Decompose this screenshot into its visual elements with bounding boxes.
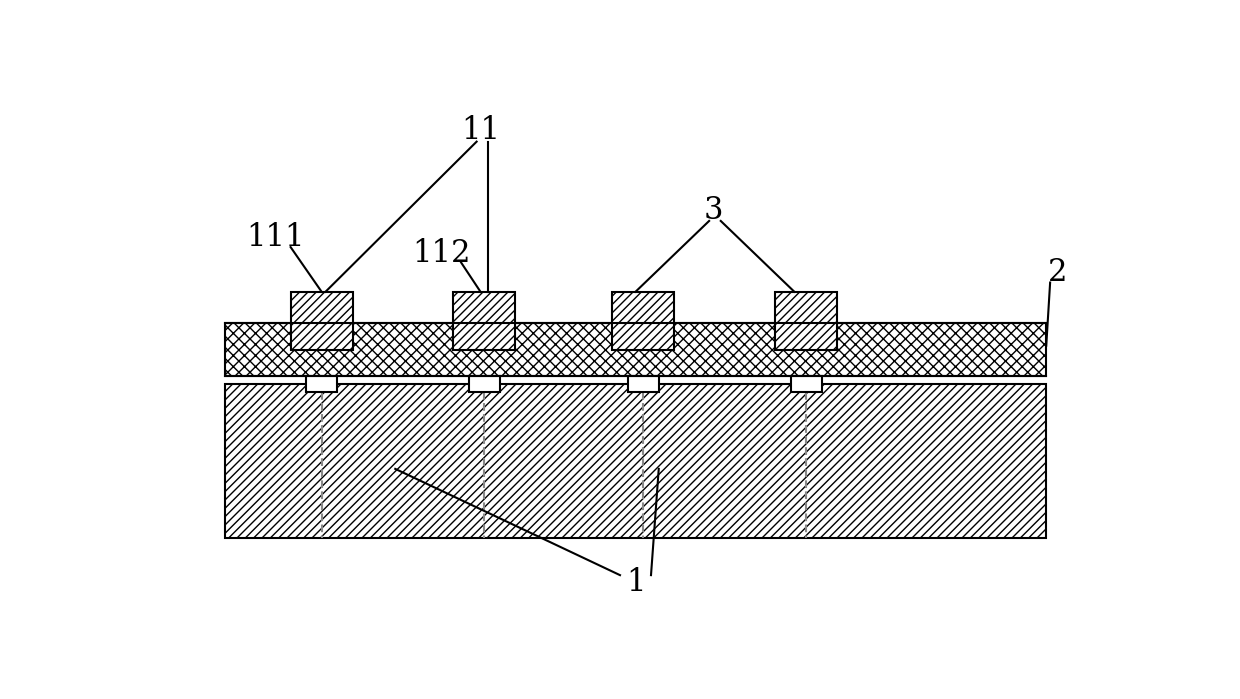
Bar (791, 377, 821, 392)
Text: 112: 112 (413, 238, 471, 269)
Bar (306, 377, 337, 392)
Text: 111: 111 (246, 222, 304, 253)
Text: 2: 2 (1048, 257, 1068, 288)
Bar (613, 291, 675, 350)
Text: 3: 3 (703, 196, 723, 226)
Bar (775, 291, 837, 350)
Bar (454, 291, 516, 350)
Bar (224, 322, 1047, 377)
Bar (469, 377, 500, 392)
Text: 1: 1 (626, 568, 645, 598)
Bar (224, 384, 1047, 538)
Text: 11: 11 (461, 115, 500, 145)
Bar (627, 377, 658, 392)
Bar (290, 291, 352, 350)
